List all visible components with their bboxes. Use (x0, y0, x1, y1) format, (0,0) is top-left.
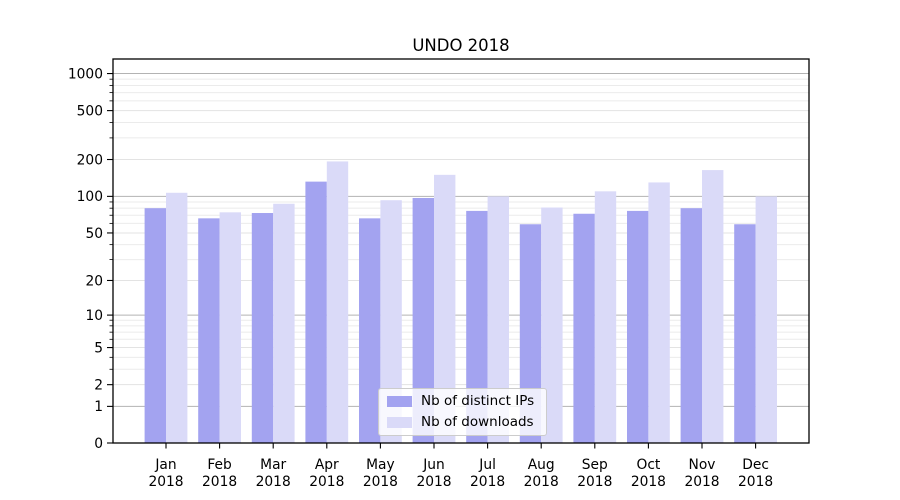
bar-downloads-feb (219, 212, 241, 444)
axis-layer: 01251020501002005001000Jan2018Feb2018Mar… (68, 58, 810, 490)
legend-item-downloads: Nb of downloads (387, 413, 538, 430)
bar-distinct-ips-jan (144, 208, 166, 444)
chart-title: UNDO 2018 (412, 36, 509, 55)
y-tick-label: 2 (94, 377, 103, 393)
bar-downloads-apr (326, 161, 349, 444)
legend-label-downloads: Nb of downloads (421, 413, 534, 430)
bar-distinct-ips-nov (680, 208, 702, 444)
bar-downloads-mar (273, 203, 295, 444)
x-tick-label-month: Dec (742, 457, 769, 473)
y-tick-label: 1000 (68, 66, 103, 82)
y-tick-label: 20 (85, 273, 103, 289)
bar-downloads-jul (487, 196, 509, 444)
bar-distinct-ips-sep (573, 213, 595, 444)
x-tick-label-year: 2018 (738, 474, 773, 490)
y-tick-label: 50 (85, 226, 103, 242)
x-tick-label-month: May (366, 457, 395, 473)
plot-frame (112, 58, 810, 444)
bar-downloads-may (380, 200, 402, 444)
x-tick-label-year: 2018 (524, 474, 559, 490)
bar-distinct-ips-dec (734, 224, 756, 444)
x-tick-label-month: Oct (636, 457, 660, 473)
bar-layer (144, 161, 777, 444)
bar-distinct-ips-apr (305, 181, 327, 444)
x-tick-label-month: Jan (154, 457, 176, 473)
x-tick-label-year: 2018 (631, 474, 666, 490)
legend-item-distinct-ips: Nb of distinct IPs (387, 393, 538, 409)
bar-downloads-dec (755, 196, 777, 444)
x-tick-label-year: 2018 (416, 474, 451, 490)
x-tick-label-month: Aug (528, 457, 555, 473)
x-tick-label-year: 2018 (684, 474, 719, 490)
bar-distinct-ips-may (359, 218, 381, 444)
bar-distinct-ips-oct (627, 210, 649, 444)
x-tick-label-year: 2018 (148, 474, 183, 490)
x-tick-label-year: 2018 (363, 474, 398, 490)
y-tick-label: 5 (94, 340, 103, 356)
x-tick-label-month: Nov (689, 457, 716, 473)
x-tick-label-year: 2018 (309, 474, 344, 490)
bar-downloads-sep (594, 191, 617, 444)
bar-downloads-jan (166, 192, 188, 444)
legend: Nb of distinct IPs Nb of downloads (378, 388, 547, 436)
x-tick-label-month: Jul (478, 457, 496, 473)
bar-distinct-ips-jul (466, 210, 488, 444)
y-tick-label: 500 (77, 103, 103, 119)
x-tick-label-year: 2018 (202, 474, 237, 490)
x-tick-label-month: Jun (422, 457, 445, 473)
bar-distinct-ips-mar (251, 213, 274, 444)
bar-downloads-jun (434, 174, 456, 444)
x-tick-label-year: 2018 (577, 474, 612, 490)
bar-distinct-ips-jun (412, 197, 434, 444)
y-tick-label: 100 (77, 189, 103, 205)
x-tick-label-year: 2018 (470, 474, 505, 490)
bar-downloads-oct (648, 182, 670, 444)
legend-label-distinct-ips: Nb of distinct IPs (421, 393, 535, 409)
x-tick-label-year: 2018 (256, 474, 291, 490)
x-tick-label-month: Sep (582, 457, 608, 473)
x-tick-label-month: Apr (315, 457, 339, 473)
bar-downloads-aug (541, 207, 563, 444)
y-tick-label: 200 (77, 152, 103, 168)
x-tick-label-month: Mar (260, 457, 286, 473)
x-tick-label-month: Feb (207, 457, 231, 473)
bar-distinct-ips-feb (198, 218, 220, 444)
y-tick-label: 10 (85, 308, 103, 324)
legend-swatch-downloads (387, 416, 412, 428)
legend-swatch-distinct-ips (387, 396, 412, 408)
y-tick-label: 1 (94, 399, 103, 415)
bar-downloads-nov (702, 170, 724, 444)
y-tick-label: 0 (94, 436, 103, 452)
